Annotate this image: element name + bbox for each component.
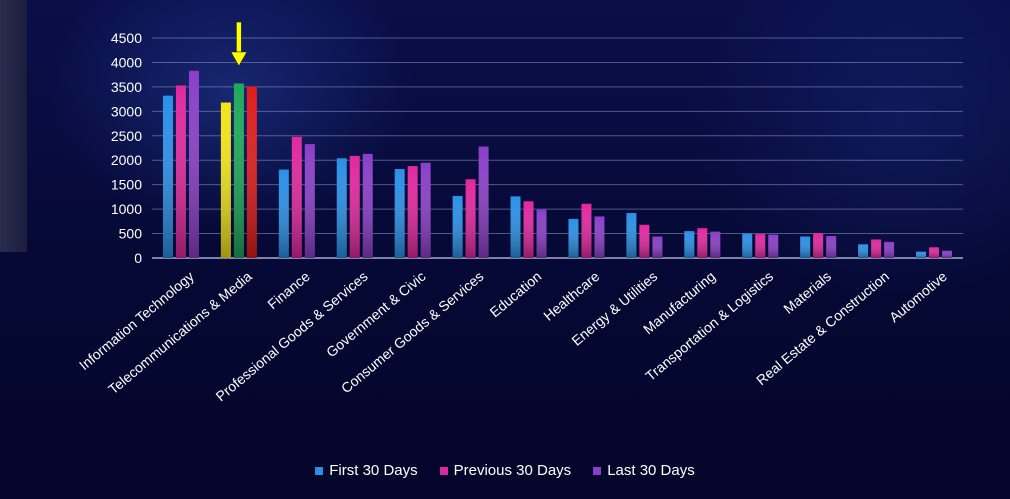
bar-shading xyxy=(755,234,766,258)
bar-shading xyxy=(452,195,463,258)
y-tick-label: 0 xyxy=(134,250,142,266)
bar-shading xyxy=(278,169,289,258)
arrow-shaft xyxy=(236,21,242,53)
bar-shading xyxy=(420,162,431,258)
bar-shading xyxy=(768,234,779,258)
bar-shading xyxy=(652,236,663,258)
x-category-label: Information Technology xyxy=(76,268,197,373)
bar-shading xyxy=(942,250,953,258)
legend-swatch xyxy=(439,466,448,475)
y-tick-label: 1500 xyxy=(111,177,142,193)
bar-shading xyxy=(162,95,173,258)
x-category-label: Government & Civic xyxy=(323,268,429,360)
bar-shading xyxy=(884,241,895,258)
bar-shading xyxy=(626,213,637,258)
bar-shading xyxy=(349,155,360,258)
y-tick-label: 500 xyxy=(119,226,143,242)
x-category-label: Materials xyxy=(780,268,834,317)
bar-shading xyxy=(871,239,882,258)
bar-shading xyxy=(510,196,521,258)
bar-shading xyxy=(407,166,418,258)
bar-shading xyxy=(362,153,373,258)
legend-label: First 30 Days xyxy=(329,462,418,479)
x-category-label: Education xyxy=(486,268,544,320)
legend: First 30 Days Previous 30 Days Last 30 Day… xyxy=(0,462,1010,479)
legend-swatch xyxy=(593,466,602,475)
bar-shading xyxy=(304,144,315,258)
legend-label: Previous 30 Days xyxy=(453,462,572,479)
bar-shading xyxy=(581,203,592,258)
bar-shading xyxy=(291,136,302,258)
bar-shading xyxy=(233,83,244,258)
bar-shading xyxy=(478,146,489,258)
bar-shading xyxy=(800,236,811,258)
bar-shading xyxy=(220,102,231,259)
y-axis-ticks: 0 500 1000 1500 2000 2500 3000 3500 4000 4500 xyxy=(111,30,142,266)
bar-shading xyxy=(394,169,405,258)
bar-shading xyxy=(639,224,650,258)
bar-shading xyxy=(916,251,927,258)
y-tick-label: 4000 xyxy=(111,54,142,70)
bar-shading xyxy=(246,86,257,259)
side-panel xyxy=(0,0,27,252)
bar-shading xyxy=(929,247,940,258)
highlight-arrow xyxy=(230,21,248,67)
bar-shading xyxy=(568,218,579,258)
y-tick-label: 2500 xyxy=(111,128,142,144)
bar-shading xyxy=(523,201,534,258)
x-category-label: Automotive xyxy=(886,268,950,325)
legend-label: Last 30 Days xyxy=(607,462,695,479)
legend-swatch xyxy=(315,466,324,475)
bar-shading xyxy=(536,209,547,258)
bar-shading xyxy=(742,233,753,258)
bar-shading xyxy=(336,158,347,258)
bar-shading xyxy=(826,236,837,258)
bar-shading xyxy=(710,231,721,258)
bar-shading xyxy=(858,244,869,258)
y-tick-label: 1000 xyxy=(111,201,142,217)
legend-item: Last 30 Days xyxy=(593,462,695,479)
x-axis-category-labels: Information TechnologyTelecommunications… xyxy=(76,268,950,404)
bar-shading xyxy=(697,228,708,258)
bar-shading xyxy=(594,216,605,258)
bar-shading xyxy=(813,233,824,258)
y-tick-label: 4500 xyxy=(111,30,142,46)
gridlines xyxy=(152,37,963,259)
y-tick-label: 3000 xyxy=(111,103,142,119)
y-tick-label: 2000 xyxy=(111,152,142,168)
legend-item: Previous 30 Days xyxy=(439,462,572,479)
bar-shading xyxy=(175,85,186,258)
bar-shading xyxy=(465,179,476,258)
x-category-label: Finance xyxy=(264,268,313,312)
arrow-head xyxy=(230,51,248,67)
legend-item: First 30 Days xyxy=(315,462,418,479)
bar-shading xyxy=(684,231,695,258)
bars xyxy=(162,70,953,259)
y-tick-label: 3500 xyxy=(111,79,142,95)
bar-shading xyxy=(188,70,199,258)
